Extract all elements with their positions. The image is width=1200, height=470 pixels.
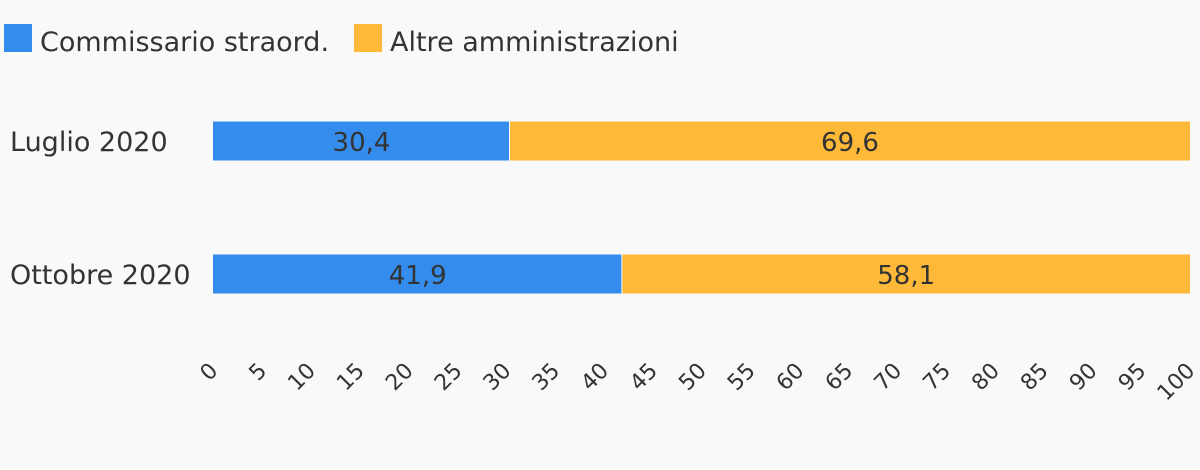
x-tick-label: 65 (821, 359, 858, 396)
x-tick-label: 70 (870, 359, 907, 396)
x-tick-label: 40 (577, 359, 614, 396)
bar-luglio-2020-altre-amministrazioni (510, 121, 1190, 161)
bar-ottobre-2020-commissario-straord (213, 254, 622, 294)
x-tick-label: 95 (1114, 359, 1151, 396)
category-label-luglio-2020: Luglio 2020 (10, 127, 168, 158)
x-tick-label: 15 (332, 359, 369, 396)
x-tick-label: 45 (625, 359, 662, 396)
x-tick-label: 0 (196, 359, 224, 387)
bar-ottobre-2020-altre-amministrazioni (622, 254, 1190, 294)
legend: Commissario straord. Altre amministrazion… (4, 24, 679, 58)
x-tick-label: 100 (1153, 359, 1200, 406)
x-tick-label: 35 (528, 359, 565, 396)
x-tick-label: 5 (245, 359, 273, 387)
legend-label-altre-amministrazioni: Altre amministrazioni (390, 27, 679, 58)
legend-swatch-altre-amministrazioni (354, 24, 382, 52)
x-tick-label: 55 (723, 359, 760, 396)
bar-luglio-2020-commissario-straord (213, 121, 510, 161)
x-tick-label: 25 (430, 359, 467, 396)
legend-label-commissario-straord: Commissario straord. (40, 27, 329, 58)
x-tick-label: 30 (479, 359, 516, 396)
x-tick-label: 90 (1065, 359, 1102, 396)
value-label-ottobre-2020-commissario-straord: 41,9 (389, 261, 447, 291)
x-axis: 0 5 10 15 20 25 30 35 40 45 50 55 60 65 70 75 80 85 90 95 10… (196, 359, 1200, 406)
x-tick-label: 85 (1016, 359, 1053, 396)
value-label-ottobre-2020-altre-amministrazioni: 58,1 (877, 261, 935, 291)
x-tick-label: 75 (919, 359, 956, 396)
legend-swatch-commissario-straord (4, 24, 32, 52)
x-tick-label: 50 (674, 359, 711, 396)
value-label-luglio-2020-altre-amministrazioni: 69,6 (821, 128, 879, 158)
category-label-ottobre-2020: Ottobre 2020 (10, 260, 191, 291)
x-tick-label: 80 (967, 359, 1004, 396)
bars: 30,4 69,6 41,9 58,1 (213, 121, 1190, 294)
x-tick-label: 20 (381, 359, 418, 396)
category-labels: Luglio 2020 Ottobre 2020 (10, 127, 191, 291)
x-tick-label: 60 (772, 359, 809, 396)
x-tick-label: 10 (283, 359, 320, 396)
value-label-luglio-2020-commissario-straord: 30,4 (333, 128, 391, 158)
